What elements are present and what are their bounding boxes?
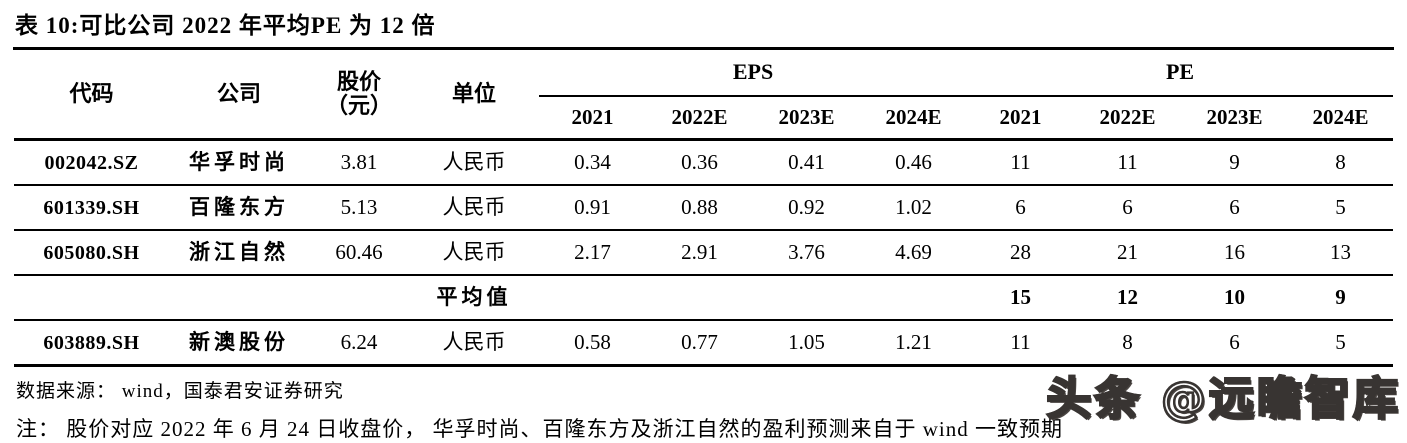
cell-empty (646, 275, 753, 321)
cell-pe-2022e: 11 (1074, 139, 1182, 186)
cell-code: 605080.SH (14, 230, 169, 276)
cell-pe-2024e: 5 (1288, 185, 1394, 231)
cell-pe-2023e: 6 (1181, 320, 1289, 367)
cell-eps-2021: 0.34 (539, 139, 646, 186)
cell-avg-pe-2024e: 9 (1288, 275, 1394, 321)
col-header-unit: 单位 (409, 50, 539, 141)
cell-average-label: 平均值 (409, 275, 539, 321)
cell-pe-2022e: 6 (1074, 185, 1182, 231)
table-row: 002042.SZ 华孚时尚 3.81 人民币 0.34 0.36 0.41 0… (14, 139, 1394, 186)
cell-price: 6.24 (309, 320, 409, 367)
cell-pe-2021: 11 (967, 139, 1075, 186)
watermark-toutiao-yuanzhan: 头条 @远瞻智库 (1045, 371, 1401, 427)
cell-unit: 人民币 (409, 230, 539, 276)
table-row: 601339.SH 百隆东方 5.13 人民币 0.91 0.88 0.92 1… (14, 185, 1394, 231)
pe-year-2023e: 2023E (1181, 96, 1289, 141)
cell-avg-pe-2023e: 10 (1181, 275, 1289, 321)
cell-empty (309, 275, 409, 321)
cell-eps-2023e: 3.76 (753, 230, 860, 276)
cell-avg-pe-2021: 15 (967, 275, 1075, 321)
comparable-companies-table: 代码 公司 股价 （元） 单位 EPS PE 2021 2022E 2023E … (14, 50, 1394, 367)
cell-pe-2021: 11 (967, 320, 1075, 367)
cell-code: 002042.SZ (14, 139, 169, 186)
cell-eps-2021: 0.58 (539, 320, 646, 367)
col-header-price-line2: （元） (325, 93, 392, 118)
col-header-price-line1: 股价 (336, 68, 381, 94)
cell-pe-2022e: 21 (1074, 230, 1182, 276)
cell-empty (539, 275, 646, 321)
table-row: 603889.SH 新澳股份 6.24 人民币 0.58 0.77 1.05 1… (14, 320, 1394, 367)
col-group-pe: PE (967, 50, 1394, 97)
cell-unit: 人民币 (409, 185, 539, 231)
cell-empty (753, 275, 860, 321)
average-row: 平均值 15 12 10 9 (14, 275, 1394, 321)
table-title: 表 10:可比公司 2022 年平均PE 为 12 倍 (13, 0, 1394, 50)
col-header-price: 股价 （元） (309, 50, 409, 141)
pe-year-2024e: 2024E (1288, 96, 1394, 141)
cell-code: 601339.SH (14, 185, 169, 231)
cell-code: 603889.SH (14, 320, 169, 367)
cell-price: 60.46 (309, 230, 409, 276)
cell-unit: 人民币 (409, 139, 539, 186)
cell-empty (860, 275, 968, 321)
cell-pe-2021: 28 (967, 230, 1075, 276)
eps-year-2022e: 2022E (646, 96, 753, 141)
cell-eps-2021: 0.91 (539, 185, 646, 231)
cell-company: 新澳股份 (169, 320, 309, 367)
eps-year-2021: 2021 (539, 96, 646, 141)
header-years-row: 2021 2022E 2023E 2024E 2021 2022E 2023E … (14, 96, 1394, 141)
report-table-page: 表 10:可比公司 2022 年平均PE 为 12 倍 代码 公司 股价 （元）… (13, 0, 1401, 441)
cell-eps-2022e: 0.88 (646, 185, 753, 231)
cell-eps-2022e: 0.77 (646, 320, 753, 367)
cell-pe-2022e: 8 (1074, 320, 1182, 367)
cell-eps-2024e: 0.46 (860, 139, 968, 186)
cell-eps-2024e: 1.02 (860, 185, 968, 231)
pe-year-2022e: 2022E (1074, 96, 1182, 141)
cell-pe-2021: 6 (967, 185, 1075, 231)
cell-pe-2024e: 8 (1288, 139, 1394, 186)
eps-year-2024e: 2024E (860, 96, 968, 141)
data-source-line: 数据来源： wind，国泰君安证券研究 (16, 381, 344, 402)
table-row: 605080.SH 浙江自然 60.46 人民币 2.17 2.91 3.76 … (14, 230, 1394, 276)
col-header-company: 公司 (169, 50, 309, 141)
cell-eps-2023e: 0.92 (753, 185, 860, 231)
cell-pe-2023e: 6 (1181, 185, 1289, 231)
cell-eps-2024e: 4.69 (860, 230, 968, 276)
cell-pe-2024e: 13 (1288, 230, 1394, 276)
cell-company: 华孚时尚 (169, 139, 309, 186)
cell-company: 百隆东方 (169, 185, 309, 231)
cell-pe-2023e: 16 (1181, 230, 1289, 276)
eps-year-2023e: 2023E (753, 96, 860, 141)
cell-eps-2022e: 0.36 (646, 139, 753, 186)
cell-price: 3.81 (309, 139, 409, 186)
cell-eps-2023e: 1.05 (753, 320, 860, 367)
cell-company: 浙江自然 (169, 230, 309, 276)
header-group-row: 代码 公司 股价 （元） 单位 EPS PE (14, 50, 1394, 141)
cell-price: 5.13 (309, 185, 409, 231)
cell-unit: 人民币 (409, 320, 539, 367)
cell-empty (14, 275, 169, 321)
cell-pe-2024e: 5 (1288, 320, 1394, 367)
pe-year-2021: 2021 (967, 96, 1075, 141)
cell-eps-2022e: 2.91 (646, 230, 753, 276)
cell-avg-pe-2022e: 12 (1074, 275, 1182, 321)
cell-eps-2021: 2.17 (539, 230, 646, 276)
cell-eps-2023e: 0.41 (753, 139, 860, 186)
cell-pe-2023e: 9 (1181, 139, 1289, 186)
col-group-eps: EPS (539, 50, 968, 97)
cell-eps-2024e: 1.21 (860, 320, 968, 367)
cell-empty (169, 275, 309, 321)
col-header-code: 代码 (14, 50, 169, 141)
